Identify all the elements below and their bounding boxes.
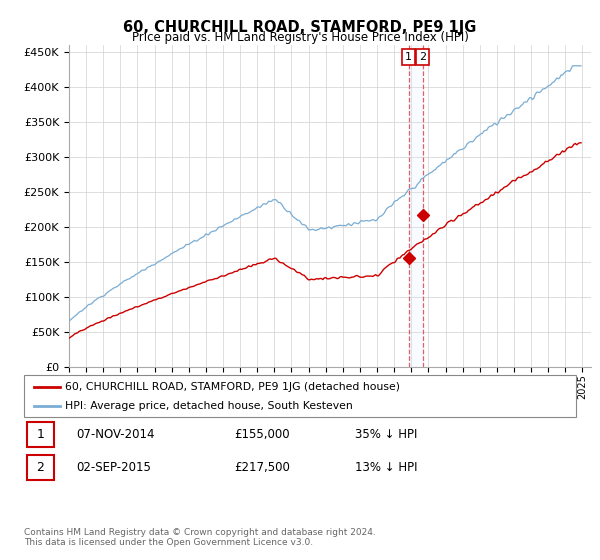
Text: 07-NOV-2014: 07-NOV-2014 (76, 428, 155, 441)
Text: 35% ↓ HPI: 35% ↓ HPI (355, 428, 418, 441)
FancyBboxPatch shape (24, 375, 576, 417)
Text: 1: 1 (405, 52, 412, 62)
Text: HPI: Average price, detached house, South Kesteven: HPI: Average price, detached house, Sout… (65, 401, 353, 411)
Text: Price paid vs. HM Land Registry's House Price Index (HPI): Price paid vs. HM Land Registry's House … (131, 31, 469, 44)
Text: 1: 1 (37, 428, 44, 441)
Text: 60, CHURCHILL ROAD, STAMFORD, PE9 1JG (detached house): 60, CHURCHILL ROAD, STAMFORD, PE9 1JG (d… (65, 381, 400, 391)
Text: 2: 2 (419, 52, 427, 62)
Bar (409, 45, 423, 367)
Text: Contains HM Land Registry data © Crown copyright and database right 2024.
This d: Contains HM Land Registry data © Crown c… (24, 528, 376, 547)
FancyBboxPatch shape (27, 455, 55, 480)
FancyBboxPatch shape (27, 422, 55, 447)
Text: £217,500: £217,500 (234, 461, 290, 474)
Text: £155,000: £155,000 (234, 428, 289, 441)
Text: 60, CHURCHILL ROAD, STAMFORD, PE9 1JG: 60, CHURCHILL ROAD, STAMFORD, PE9 1JG (124, 20, 476, 35)
Text: 13% ↓ HPI: 13% ↓ HPI (355, 461, 418, 474)
Text: 02-SEP-2015: 02-SEP-2015 (76, 461, 151, 474)
Text: 2: 2 (37, 461, 44, 474)
